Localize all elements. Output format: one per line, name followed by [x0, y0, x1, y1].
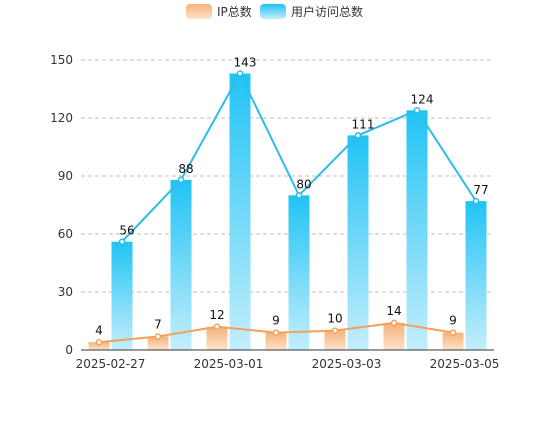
- point-visits: [118, 238, 126, 245]
- y-tick-label: 60: [58, 227, 73, 241]
- bar-ip: [265, 332, 287, 350]
- point-visits: [295, 192, 303, 199]
- x-tick-label: 2025-03-05: [430, 357, 500, 371]
- point-ip: [154, 333, 162, 340]
- bar-ip: [147, 336, 169, 350]
- bar-visits: [111, 241, 133, 350]
- data-label-ip: 14: [386, 304, 401, 318]
- lines: [95, 70, 480, 346]
- data-label-ip: 9: [272, 314, 280, 328]
- y-axis-ticks: 0 30 60 90 120 150: [50, 53, 73, 357]
- x-axis: 2025-02-27 2025-03-01 2025-03-03 2025-03-05: [76, 349, 500, 371]
- y-tick-label: 150: [50, 53, 73, 67]
- legend-swatch-visits: [260, 4, 286, 19]
- data-label-visits: 77: [473, 183, 488, 197]
- data-label-visits: 56: [119, 224, 134, 238]
- data-label-ip: 9: [449, 314, 457, 328]
- bar-ip: [442, 332, 464, 350]
- y-tick-label: 0: [65, 343, 73, 357]
- bar-visits: [465, 201, 487, 350]
- y-tick-label: 120: [50, 111, 73, 125]
- point-visits: [413, 107, 421, 114]
- data-label-visits: 80: [296, 177, 311, 191]
- data-label-visits: 143: [234, 56, 257, 70]
- point-ip: [213, 323, 221, 331]
- bars: [88, 73, 487, 351]
- legend-label-ip: IP总数: [217, 4, 252, 19]
- legend-item-visits[interactable]: 用户访问总数: [260, 4, 363, 19]
- point-ip: [331, 327, 339, 334]
- x-tick-label: 2025-02-27: [76, 357, 146, 371]
- point-ip: [272, 329, 280, 336]
- legend[interactable]: IP总数 用户访问总数: [186, 4, 363, 19]
- point-ip: [390, 319, 398, 327]
- point-visits: [177, 176, 185, 184]
- bar-ip: [206, 326, 228, 350]
- data-label-ip: 7: [154, 317, 162, 331]
- data-labels: 4 7 12 9 10 14 9 56 88 143 80 111 124 77: [95, 56, 488, 338]
- bar-ip: [88, 342, 110, 350]
- point-ip: [449, 329, 457, 336]
- data-label-ip: 10: [327, 312, 342, 326]
- legend-item-ip[interactable]: IP总数: [186, 4, 252, 19]
- data-label-ip: 4: [95, 323, 103, 337]
- data-label-visits: 124: [411, 92, 434, 106]
- point-visits: [354, 132, 362, 139]
- bar-visits: [347, 135, 369, 350]
- bar-visits: [229, 73, 251, 351]
- bar-visits: [170, 179, 192, 350]
- legend-swatch-ip: [186, 4, 212, 19]
- bar-visits: [288, 195, 310, 350]
- point-ip: [95, 339, 103, 346]
- data-label-visits: 88: [178, 162, 193, 176]
- data-label-visits: 111: [352, 117, 375, 131]
- legend-label-visits: 用户访问总数: [291, 4, 363, 19]
- bar-visits: [406, 110, 428, 351]
- x-tick-label: 2025-03-03: [312, 357, 382, 371]
- y-tick-label: 30: [58, 285, 73, 299]
- y-tick-label: 90: [58, 169, 73, 183]
- point-visits: [472, 197, 480, 205]
- point-visits: [236, 70, 244, 77]
- bar-ip: [383, 322, 405, 350]
- data-label-ip: 12: [209, 308, 224, 322]
- x-tick-label: 2025-03-01: [194, 357, 264, 371]
- bar-ip: [324, 330, 346, 350]
